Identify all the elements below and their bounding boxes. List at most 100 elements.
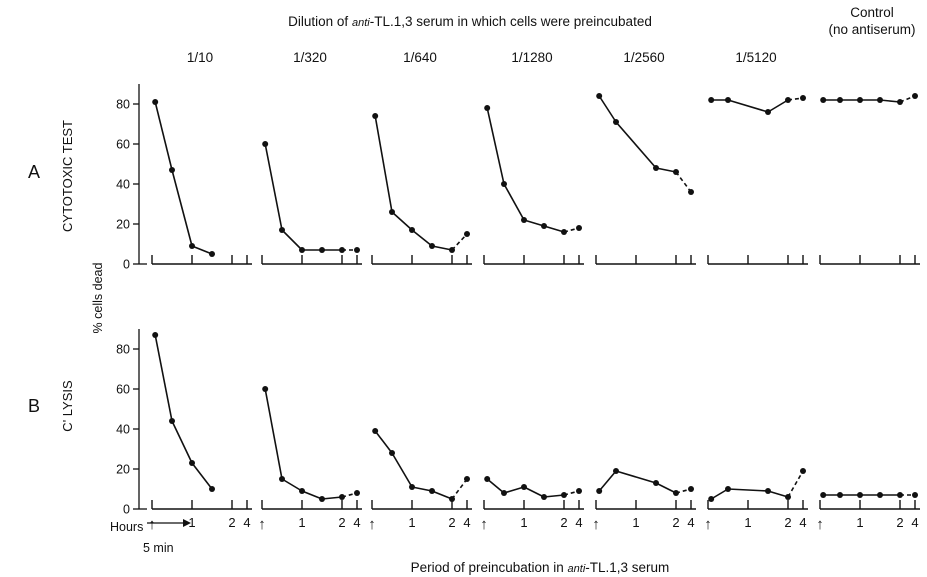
x-tick-label: 2 — [448, 515, 455, 530]
data-point — [765, 488, 771, 494]
hours-arrow-head-icon — [183, 519, 191, 527]
data-point — [688, 486, 694, 492]
series-segment — [451, 233, 468, 251]
data-point — [653, 165, 659, 171]
data-point — [189, 460, 195, 466]
x-start-label: 5 min — [143, 541, 174, 555]
control-label-line2: (no antiserum) — [828, 22, 915, 37]
series-segment — [321, 496, 343, 500]
series-segment — [374, 430, 393, 454]
data-point — [389, 209, 395, 215]
x-axis-label: Period of preincubation in anti-TL.1,3 s… — [411, 560, 670, 575]
data-point — [189, 243, 195, 249]
dilution-label: 1/640 — [403, 50, 437, 65]
data-point — [673, 490, 679, 496]
data-point — [339, 494, 345, 500]
dilution-label: 1/5120 — [735, 50, 776, 65]
x-tick-label: 1 — [520, 515, 527, 530]
series-segment — [598, 470, 617, 492]
x-hours-label: Hours — [110, 520, 143, 534]
data-point — [319, 247, 325, 253]
control-label-line1: Control — [850, 5, 894, 20]
chart-title: Dilution of anti-TL.1,3 serum in which c… — [288, 14, 652, 29]
series-segment — [171, 169, 193, 247]
start-arrow-icon: ↑ — [704, 516, 712, 533]
data-point — [857, 492, 863, 498]
x-tick-label: 2 — [896, 515, 903, 530]
data-point — [688, 189, 694, 195]
data-point — [785, 97, 791, 103]
series-segment — [486, 107, 505, 185]
dilution-labels: 1/10 1/320 1/640 1/1280 1/2560 1/5120 — [187, 50, 777, 65]
data-point — [389, 450, 395, 456]
series-segment — [543, 225, 565, 233]
series-segment — [727, 488, 769, 492]
x-tick-label: 2 — [784, 515, 791, 530]
panel-b-letter: B — [28, 396, 40, 416]
x-tick-label: 1 — [408, 515, 415, 530]
data-point — [279, 476, 285, 482]
data-point — [765, 109, 771, 115]
data-point — [912, 492, 918, 498]
y-tick-label: 60 — [116, 383, 130, 397]
series-segment — [727, 99, 769, 113]
data-point — [501, 490, 507, 496]
data-marks — [152, 93, 918, 502]
data-point — [725, 97, 731, 103]
data-point — [785, 494, 791, 500]
series-segment — [710, 488, 729, 500]
start-arrow-icon: ↑ — [816, 516, 824, 533]
data-point — [169, 167, 175, 173]
data-point — [521, 217, 527, 223]
data-point — [449, 247, 455, 253]
data-point — [912, 93, 918, 99]
data-point — [299, 247, 305, 253]
series-segment — [191, 462, 213, 490]
data-point — [820, 97, 827, 103]
data-point — [877, 492, 883, 498]
series-segment — [431, 245, 453, 251]
series-segment — [451, 478, 468, 500]
series-segment — [264, 388, 283, 480]
data-point — [613, 468, 619, 474]
data-point — [372, 428, 379, 434]
series-segment — [411, 229, 433, 247]
data-point — [857, 97, 863, 103]
series-segment — [486, 478, 505, 494]
series-segment — [301, 490, 323, 500]
data-point — [209, 486, 215, 492]
series-segment — [675, 171, 692, 193]
dilution-label: 1/2560 — [623, 50, 664, 65]
series-segment — [598, 95, 617, 123]
data-point — [708, 496, 715, 502]
data-point — [152, 332, 159, 338]
data-point — [561, 229, 567, 235]
data-point — [877, 97, 883, 103]
data-point — [484, 476, 491, 482]
data-point — [708, 97, 715, 103]
x-tick-label: 2 — [338, 515, 345, 530]
data-point — [800, 95, 806, 101]
data-point — [464, 231, 470, 237]
data-point — [339, 247, 345, 253]
series-segment — [391, 452, 413, 488]
data-point — [152, 99, 159, 105]
series-segment — [431, 490, 453, 500]
y-tick-label: 80 — [116, 343, 130, 357]
data-point — [800, 468, 806, 474]
data-point — [354, 490, 360, 496]
series-segment — [154, 101, 173, 171]
data-point — [725, 486, 731, 492]
series-segment — [374, 115, 393, 213]
data-point — [449, 496, 455, 502]
x-tick-label: 4 — [243, 515, 250, 530]
data-point — [576, 225, 582, 231]
data-point — [561, 492, 567, 498]
start-arrow-icon: ↑ — [148, 516, 156, 533]
data-point — [653, 480, 659, 486]
series-segment — [391, 211, 413, 231]
x-tick-label: 4 — [911, 515, 918, 530]
data-point — [299, 488, 305, 494]
